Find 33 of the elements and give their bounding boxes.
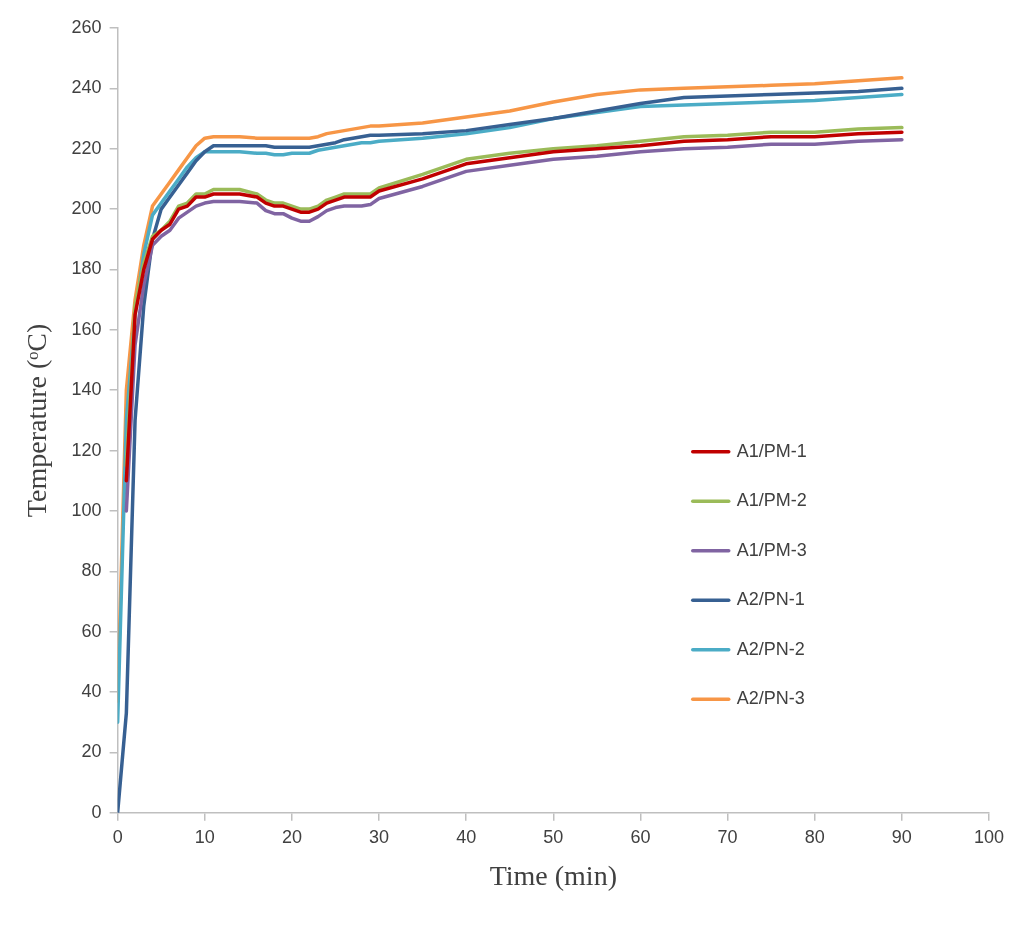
y-tick-label: 200 (71, 198, 102, 219)
x-tick-label: 100 (973, 826, 1005, 847)
y-tick-label: 260 (71, 16, 102, 37)
y-tick-label: 40 (81, 681, 102, 702)
y-tick-label: 120 (71, 439, 102, 460)
y-tick-label: 20 (81, 741, 102, 762)
x-tick-label: 20 (281, 826, 302, 847)
x-tick-label: 60 (630, 826, 651, 847)
x-tick-label: 70 (717, 826, 738, 847)
legend-label: A1/PM-2 (736, 490, 807, 511)
y-axis-title: Temperature (ᵒC) (21, 323, 53, 518)
legend-label: A1/PM-3 (736, 539, 807, 560)
y-tick-label: 240 (71, 77, 102, 98)
y-tick-label: 80 (81, 560, 102, 581)
x-tick-label: 90 (891, 826, 912, 847)
x-tick-label: 80 (804, 826, 825, 847)
legend-label: A2/PN-2 (736, 638, 805, 659)
y-tick-label: 100 (71, 499, 102, 520)
y-tick-label: 140 (71, 379, 102, 400)
x-tick-label: 10 (194, 826, 215, 847)
x-tick-label: 30 (369, 826, 390, 847)
legend-label: A2/PN-3 (736, 688, 805, 709)
x-tick-label: 40 (456, 826, 477, 847)
legend-label: A2/PN-1 (736, 589, 805, 610)
y-tick-label: 160 (71, 318, 102, 339)
legend-label: A1/PM-1 (736, 440, 807, 461)
y-tick-label: 0 (91, 801, 102, 822)
x-axis-title: Time (min) (489, 859, 617, 891)
x-tick-label: 50 (543, 826, 564, 847)
y-tick-label: 180 (71, 258, 102, 279)
x-tick-label: 0 (112, 826, 123, 847)
y-tick-label: 60 (81, 620, 102, 641)
y-tick-label: 220 (71, 137, 102, 158)
